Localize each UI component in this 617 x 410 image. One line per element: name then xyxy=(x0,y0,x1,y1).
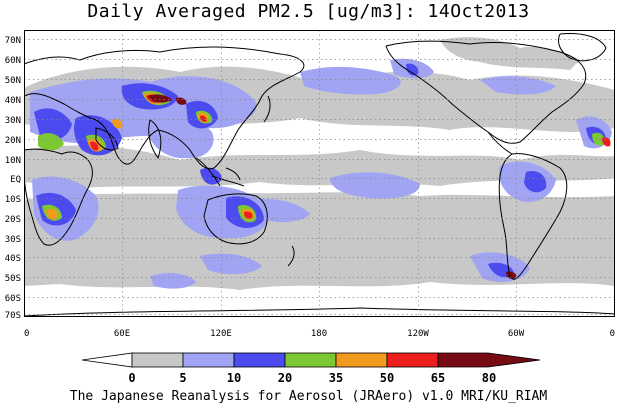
lat-label: 60N xyxy=(5,56,21,66)
colorbar-tick: 80 xyxy=(482,371,496,385)
colorbar-tick: 5 xyxy=(179,371,186,385)
colorbar-segment xyxy=(386,352,439,368)
lon-label: 60E xyxy=(114,329,130,339)
colorbar-tick: 50 xyxy=(380,371,394,385)
longitude-labels: 0 60E 120E 180 120W 60W 0 xyxy=(24,329,615,339)
colorbar-segment xyxy=(233,352,286,368)
colorbar-lower-arrow xyxy=(81,352,133,368)
colorbar-tick: 20 xyxy=(278,371,292,385)
lat-label: 40S xyxy=(5,254,21,264)
lon-label: 120W xyxy=(407,329,429,339)
colorbar-tick: 65 xyxy=(431,371,445,385)
map-title: Daily Averaged PM2.5 [ug/m3]: 14Oct2013 xyxy=(87,1,530,22)
colorbar-upper-arrow xyxy=(437,352,541,368)
map-credit: The Japanese Reanalysis for Aerosol (JRA… xyxy=(69,389,548,404)
colorbar xyxy=(81,352,541,368)
colorbar-segment xyxy=(131,352,184,368)
latitude-labels: 70N 60N 50N 40N 30N 20N 10N EQ 10S 20S 3… xyxy=(5,36,21,321)
lon-label: 0 xyxy=(24,329,29,339)
colorbar-ticks: 0 5 10 20 35 50 65 80 xyxy=(128,371,496,385)
level-80-plus-layer xyxy=(148,94,517,279)
map-frame xyxy=(24,30,615,317)
lon-label: 60W xyxy=(508,329,525,339)
lat-label: 10S xyxy=(5,195,21,205)
colorbar-tick: 35 xyxy=(329,371,343,385)
concentration-field xyxy=(24,30,615,317)
lat-label: 60S xyxy=(5,294,21,304)
lat-label: 30N xyxy=(5,116,21,126)
lat-label: EQ xyxy=(10,175,21,185)
colorbar-segment xyxy=(335,352,388,368)
lat-label: 50N xyxy=(5,76,21,86)
colorbar-tick: 10 xyxy=(227,371,241,385)
lon-label: 0 xyxy=(610,329,615,339)
lat-label: 70N xyxy=(5,36,21,46)
lat-label: 40N xyxy=(5,96,21,106)
coastlines xyxy=(24,33,615,317)
lat-label: 20S xyxy=(5,215,21,225)
lat-label: 20N xyxy=(5,136,21,146)
lon-label: 180 xyxy=(311,329,327,339)
lat-label: 70S xyxy=(5,311,21,321)
lat-label: 30S xyxy=(5,235,21,245)
lon-label: 120E xyxy=(210,329,232,339)
gridlines xyxy=(24,30,615,317)
colorbar-segment xyxy=(284,352,337,368)
colorbar-segment xyxy=(182,352,235,368)
colorbar-tick: 0 xyxy=(128,371,135,385)
lat-label: 10N xyxy=(5,156,21,166)
lat-label: 50S xyxy=(5,274,21,284)
